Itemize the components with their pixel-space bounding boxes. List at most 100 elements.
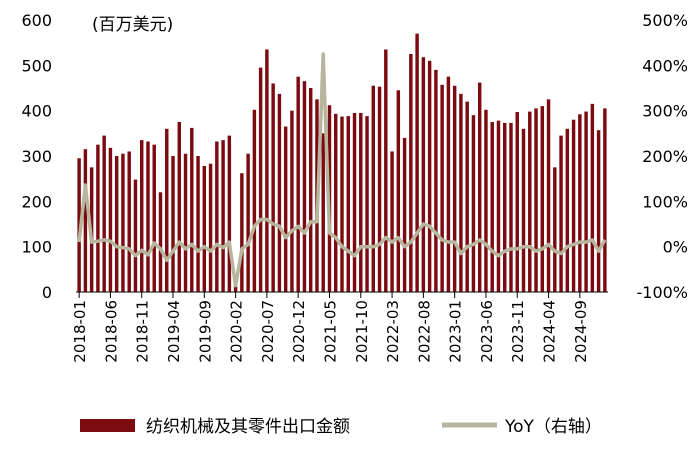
bar (171, 156, 175, 292)
bar (496, 120, 501, 292)
bar (296, 76, 300, 293)
right-axis-ticks: -100% 0% 100% 200% 300% 400% 500% (636, 11, 688, 302)
x-tick-label: 2023-01 (447, 300, 465, 363)
left-tick-label: 600 (21, 11, 52, 30)
left-tick-label: 0 (42, 283, 52, 302)
x-tick-label: 2018-01 (71, 300, 89, 363)
bar (578, 114, 582, 292)
x-tick-label: 2021-10 (353, 300, 371, 363)
right-tick-label: 0% (663, 238, 688, 257)
bar (227, 135, 232, 292)
bar (321, 133, 325, 292)
bar (77, 158, 81, 292)
bar (590, 103, 595, 292)
bar (359, 112, 363, 292)
right-tick-label: 100% (642, 192, 688, 211)
bar (434, 69, 438, 292)
yoy-line (77, 52, 607, 288)
x-tick-label: 2019-09 (196, 300, 214, 363)
bar (484, 109, 488, 292)
bar (540, 106, 545, 292)
bar (459, 93, 463, 292)
bar (546, 99, 551, 292)
bar (221, 140, 225, 292)
bar (446, 76, 451, 293)
bar (477, 82, 482, 292)
x-tick-label: 2024-09 (572, 300, 590, 363)
bar (277, 93, 282, 292)
bar (121, 153, 125, 292)
x-tick-label: 2018-06 (102, 300, 120, 363)
legend-line-label: YoY（右轴） (504, 417, 602, 437)
bar (565, 128, 570, 292)
bar (521, 128, 526, 292)
bar (346, 116, 350, 293)
bar (352, 112, 357, 292)
x-tick-label: 2023-06 (478, 300, 496, 363)
x-tick-label: 2022-03 (384, 300, 402, 363)
bar (246, 153, 250, 292)
bar (114, 156, 119, 292)
legend-bar-label: 纺织机械及其零件出口金额 (146, 417, 350, 437)
bar (271, 83, 275, 292)
legend-bar-swatch (80, 419, 135, 432)
bar (146, 141, 150, 292)
bar (265, 49, 269, 292)
bar (415, 33, 419, 292)
bar (183, 153, 188, 292)
bar (108, 147, 113, 292)
bar (83, 149, 88, 292)
bar (302, 81, 307, 292)
bar (490, 122, 494, 292)
x-tick-label: 2023-11 (509, 300, 527, 363)
x-tick-label: 2018-11 (134, 300, 152, 363)
bar (390, 151, 394, 292)
bar (139, 140, 144, 292)
bar (365, 116, 369, 293)
x-tick-label: 2024-04 (541, 300, 559, 363)
right-tick-label: -100% (636, 283, 688, 302)
bar-series (77, 33, 607, 293)
left-tick-label: 300 (21, 147, 52, 166)
bar (553, 167, 557, 292)
x-tick-label: 2021-05 (321, 300, 339, 363)
bar (208, 163, 213, 292)
bar (603, 108, 607, 293)
left-axis-ticks: 0 100 200 300 400 500 600 (21, 11, 52, 302)
bar (509, 122, 513, 292)
legend: 纺织机械及其零件出口金额 YoY（右轴） (80, 417, 602, 437)
bar (165, 128, 169, 292)
bar (584, 111, 588, 292)
bar (258, 67, 263, 292)
bar (440, 84, 444, 293)
bar (177, 122, 181, 292)
right-tick-label: 400% (642, 56, 688, 75)
x-tick-label: 2022-08 (415, 300, 433, 363)
bar (571, 119, 576, 292)
bar (283, 126, 288, 293)
left-tick-label: 400 (21, 102, 52, 121)
bar (252, 109, 257, 292)
bar (96, 144, 100, 292)
x-tick-label: 2019-04 (165, 300, 183, 363)
bar (196, 156, 200, 292)
bar (334, 113, 338, 292)
line-series (77, 52, 607, 288)
bar (158, 192, 163, 292)
bar (202, 165, 207, 292)
unit-label: (百万美元) (92, 15, 173, 35)
bar (559, 135, 563, 292)
bar (471, 115, 476, 292)
right-tick-label: 200% (642, 147, 688, 166)
bar (515, 112, 519, 292)
bar (133, 179, 138, 292)
bar (215, 141, 219, 292)
bar (240, 173, 244, 292)
bar (528, 111, 532, 292)
bar (503, 122, 507, 292)
bar (465, 101, 469, 292)
bar (377, 86, 382, 292)
bar (290, 110, 294, 293)
bar (308, 88, 313, 292)
